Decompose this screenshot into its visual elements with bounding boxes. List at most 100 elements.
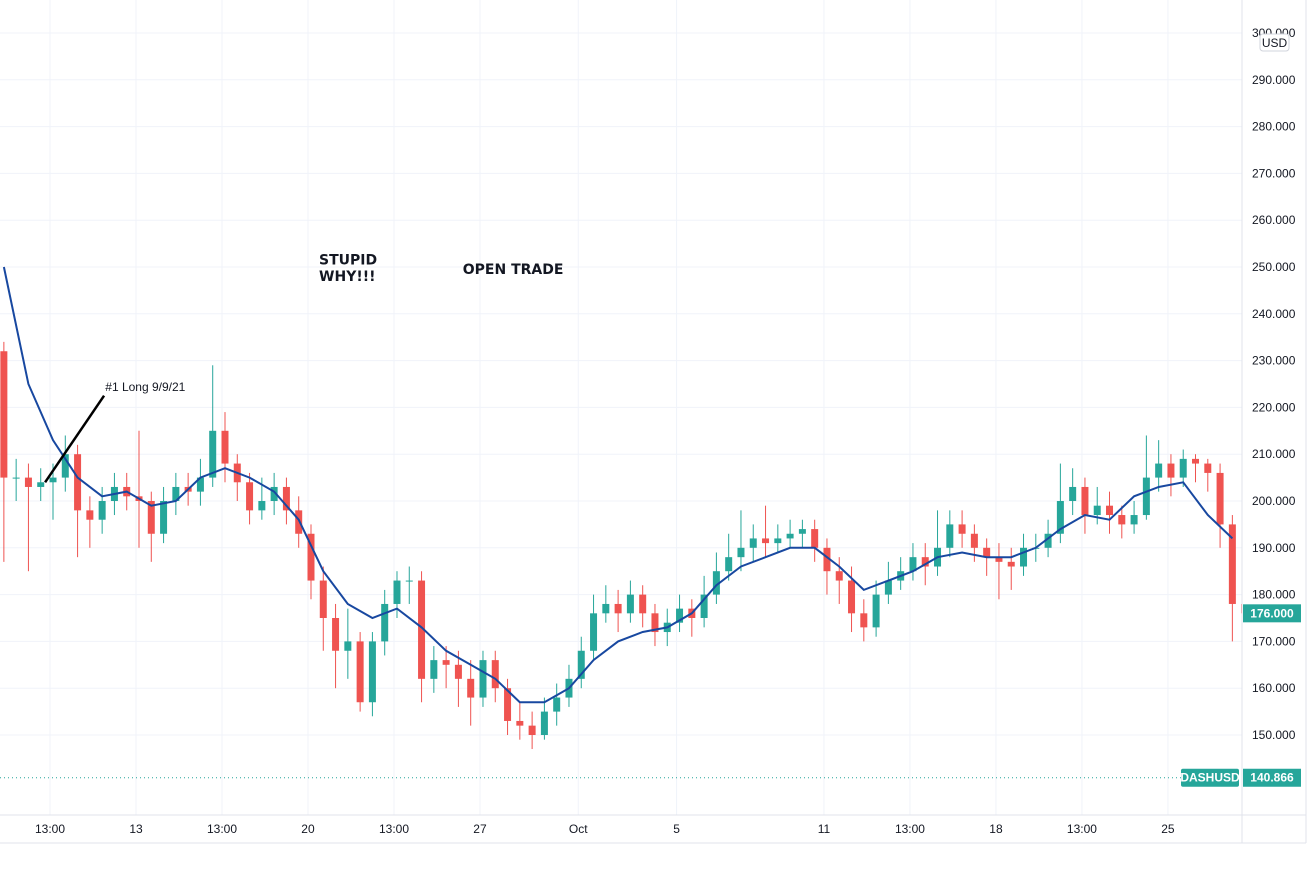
candle [221,412,229,483]
time-tick-label: 20 [301,822,315,836]
candle-body [676,608,684,623]
candle-body [737,547,745,558]
symbol-tag-bg [1181,768,1239,787]
candle [12,458,20,501]
candle-body [823,547,831,572]
candle-body [970,533,978,548]
candle [823,538,831,595]
candle [811,519,819,562]
candle [1069,468,1077,516]
annotation-why[interactable]: WHY!!! [319,269,375,285]
time-tick-label: 25 [1161,822,1175,836]
price-tick-label: 180.000 [1252,588,1296,602]
candle [1081,477,1089,534]
candle-body [1106,505,1114,516]
time-tick-label: 13:00 [379,822,409,836]
candle [467,660,475,726]
candle-body [651,613,659,633]
candle [614,589,622,633]
time-tick-label: 27 [473,822,487,836]
candle [430,646,438,693]
candle [798,519,806,548]
candle [405,566,413,604]
price-tick-label: 260.000 [1252,213,1296,227]
candle-body [909,557,917,572]
candle [577,636,585,689]
candle-body [160,501,168,534]
symbol-price-tag: DASHUSD 140.866 [1180,768,1301,787]
candle-body [983,547,991,558]
candle-body [921,557,929,567]
last-price-tag: 176.000 [1243,604,1301,623]
candle-body [725,557,733,572]
candle [479,650,487,707]
trend-line-annotation[interactable] [44,394,106,483]
currency-badge[interactable]: USD [1259,33,1290,52]
candle [381,589,389,656]
candle-body [516,720,524,726]
candle [590,594,598,661]
candle-body [258,501,266,511]
price-tick-label: 280.000 [1252,120,1296,134]
currency-label: USD [1262,36,1288,50]
candle [676,594,684,633]
candle [1142,435,1150,520]
candle [872,580,880,637]
candle [49,463,57,520]
candle [786,519,794,548]
candle-body [995,557,1003,562]
candle-body [61,454,69,478]
candle [37,468,45,501]
candle-body [1069,486,1077,501]
candle [1167,454,1175,497]
candle [946,510,954,558]
candle [332,603,340,689]
annotation-stupid[interactable]: STUPID [319,253,377,269]
candle-body [774,538,782,544]
candle [651,603,659,647]
candle-body [700,594,708,618]
candle-body [553,697,561,712]
candle [1106,491,1114,534]
price-tick-label: 220.000 [1252,400,1296,414]
price-tick-label: 210.000 [1252,447,1296,461]
candle-body [798,529,806,534]
candle-body [577,650,585,679]
candle-body [246,482,254,511]
candle [393,571,401,618]
candle [282,477,290,525]
candle-body [172,486,180,501]
candle-body [848,580,856,614]
candle-body [344,641,352,651]
annotation-long-label[interactable]: #1 Long 9/9/21 [105,380,185,394]
candle [1179,449,1187,487]
candle-body [860,613,868,628]
candle [1155,440,1163,492]
candle-body [639,594,647,614]
candle [160,486,168,544]
candle-body [1167,463,1175,478]
candle-body [872,594,880,628]
annotation-open-trade[interactable]: OPEN TRADE [463,262,564,278]
candle [1228,515,1236,642]
candle [995,543,1003,600]
price-tick-label: 160.000 [1252,681,1296,695]
price-axis[interactable] [1242,0,1306,843]
candle [307,524,315,600]
candle-body [418,580,426,679]
time-axis-labels[interactable]: 13:00 13 13:00 20 13:00 27 Oct 5 11 13:00 18 13:00 2… [35,822,1175,836]
candle-body [1204,463,1212,473]
candle-body [332,618,340,651]
candle [1020,533,1028,576]
candle-body [479,660,487,698]
price-tick-label: 240.000 [1252,307,1296,321]
time-tick-label: 13:00 [895,822,925,836]
price-tick-label: 270.000 [1252,166,1296,180]
annotations[interactable]: #1 Long 9/9/21 STUPID WHY!!! OPEN TRADE [44,253,564,483]
time-tick-label: Oct [569,822,588,836]
candle [454,650,462,707]
symbol-value-bg [1243,768,1301,787]
last-price-tag-bg [1243,604,1301,623]
candle [172,472,180,516]
